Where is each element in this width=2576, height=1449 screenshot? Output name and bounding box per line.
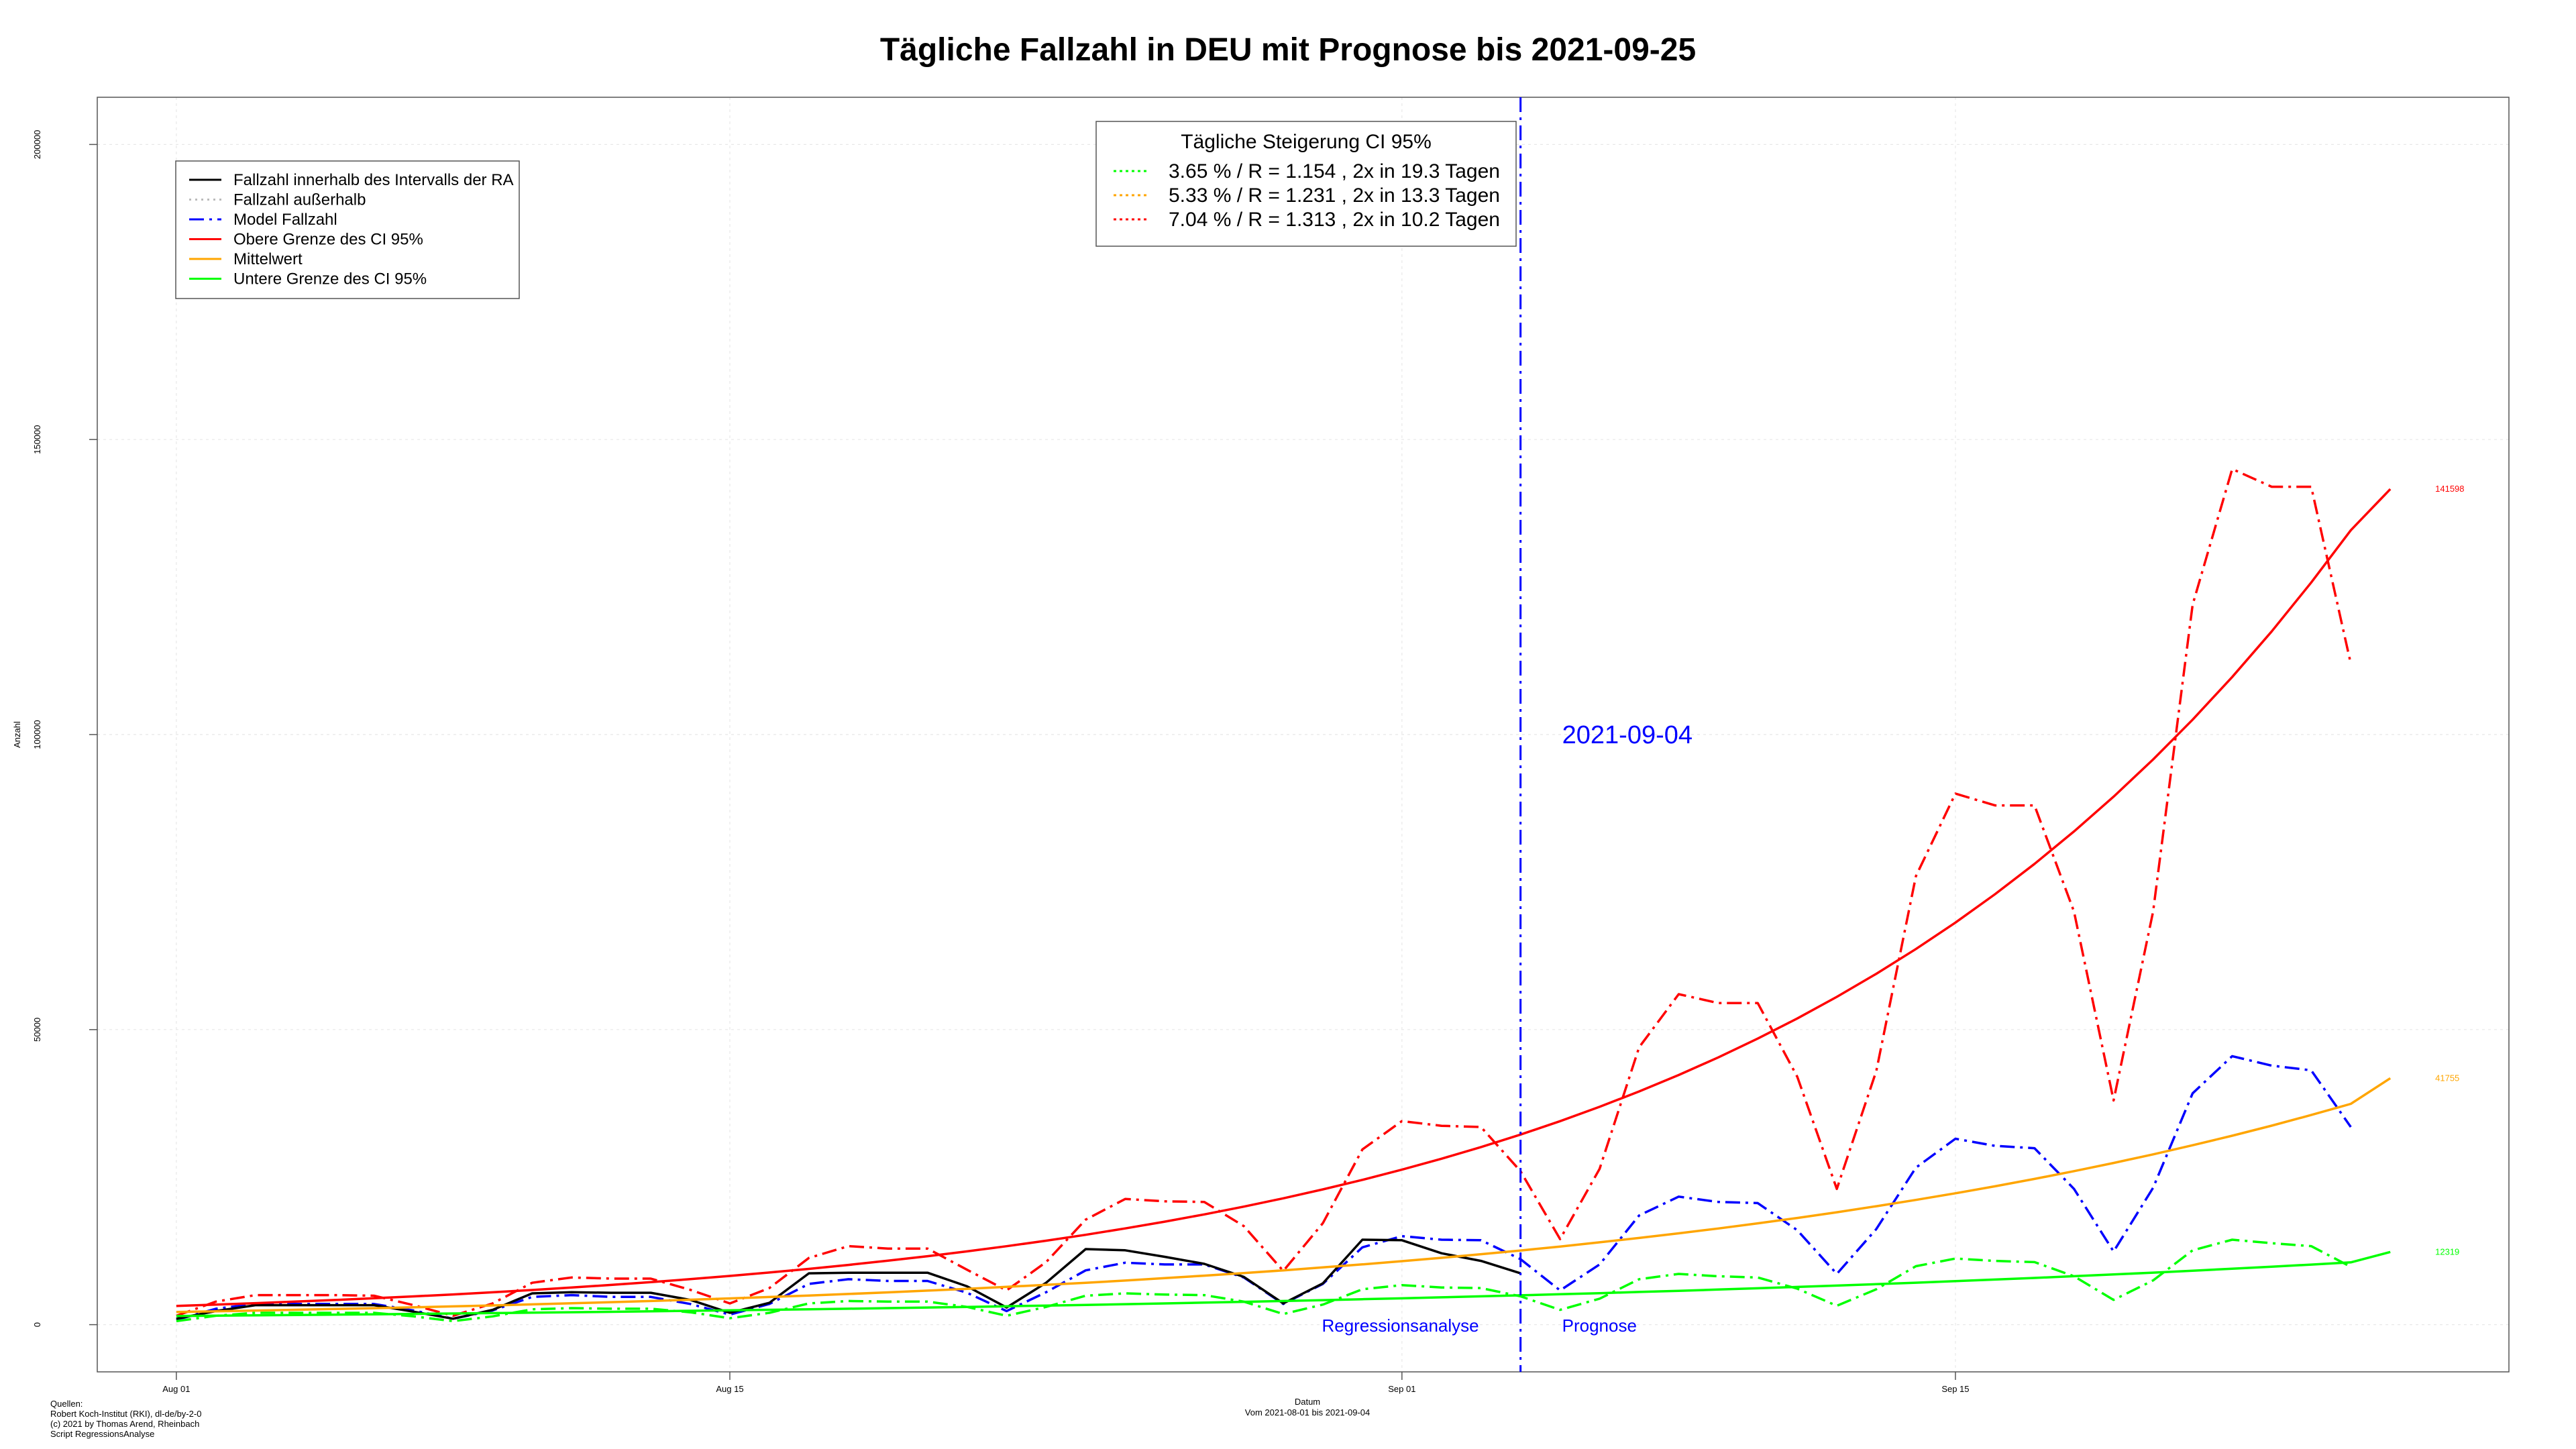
footer-line-1: Quellen: <box>50 1399 83 1409</box>
y-axis: 0 50000 100000 150000 200000 <box>32 130 97 1327</box>
regression-section-label: Regressionsanalyse <box>1322 1316 1479 1336</box>
y-tick-label: 100000 <box>32 720 42 749</box>
chart-title: Tägliche Fallzahl in DEU mit Prognose bi… <box>880 32 1696 68</box>
y-tick-label: 200000 <box>32 130 42 159</box>
end-labels: 141598 41755 12319 <box>2435 484 2464 1256</box>
ci-box: Tägliche Steigerung CI 95% 3.65 % / R = … <box>1095 121 1517 247</box>
series-line <box>176 488 2392 1307</box>
ci-box-title: Tägliche Steigerung CI 95% <box>1181 131 1432 153</box>
series-line <box>176 1250 2391 1318</box>
legend: Fallzahl innerhalb des Intervalls der RA… <box>175 160 520 299</box>
x-tick-label: Aug 15 <box>716 1384 743 1394</box>
y-tick-label: 0 <box>32 1322 42 1327</box>
x-axis: Aug 01 Aug 15 Sep 01 Sep 15 <box>162 1372 1970 1394</box>
grid <box>97 97 2509 1372</box>
series-layer <box>176 468 2392 1323</box>
legend-entry-label: Obere Grenze des CI 95% <box>233 231 423 249</box>
x-tick-label: Aug 01 <box>162 1384 190 1394</box>
series-end-label: 141598 <box>2435 484 2464 494</box>
marker-date-label: 2021-09-04 <box>1562 721 1693 749</box>
footer: Quellen: Robert Koch-Institut (RKI), dl-… <box>50 1399 201 1439</box>
ci-row-text: 7.04 % / R = 1.313 , 2x in 10.2 Tagen <box>1169 209 1500 231</box>
legend-entry-label: Mittelwert <box>233 250 303 268</box>
ci-rows: 3.65 % / R = 1.154 , 2x in 19.3 Tagen5.3… <box>1114 160 1500 231</box>
footer-line-2: Robert Koch-Institut (RKI), dl-de/by-2-0 <box>50 1409 201 1419</box>
legend-entry-label: Fallzahl innerhalb des Intervalls der RA <box>233 171 514 189</box>
y-axis-label: Anzahl <box>12 721 22 748</box>
legend-box <box>175 160 520 299</box>
x-axis-label: Datum <box>1295 1397 1320 1407</box>
legend-entries: Fallzahl innerhalb des Intervalls der RA… <box>189 171 514 288</box>
x-axis-sublabel: Vom 2021-08-01 bis 2021-09-04 <box>1245 1407 1370 1417</box>
ci-box-frame <box>1095 121 1517 247</box>
ci-row-text: 5.33 % / R = 1.231 , 2x in 13.3 Tagen <box>1169 184 1500 207</box>
series-end-label: 12319 <box>2435 1246 2459 1256</box>
x-tick-label: Sep 01 <box>1388 1384 1415 1394</box>
series-end-label: 41755 <box>2435 1073 2459 1083</box>
x-tick-label: Sep 15 <box>1941 1384 1969 1394</box>
legend-entry-label: Model Fallzahl <box>233 211 337 229</box>
series-line <box>176 1055 2352 1322</box>
series-line <box>176 1077 2392 1313</box>
legend-entry-label: Fallzahl außerhalb <box>233 191 366 209</box>
marker-layer: 2021-09-04 Regressionsanalyse Prognose <box>1322 97 1693 1372</box>
ci-row-text: 3.65 % / R = 1.154 , 2x in 19.3 Tagen <box>1169 160 1500 182</box>
legend-entry-label: Untere Grenze des CI 95% <box>233 270 427 288</box>
y-tick-label: 150000 <box>32 425 42 453</box>
series-line <box>176 1238 1521 1320</box>
footer-line-3: (c) 2021 by Thomas Arend, Rheinbach <box>50 1419 199 1429</box>
series-line <box>176 468 2353 1318</box>
series-line <box>176 1238 2352 1323</box>
y-tick-label: 50000 <box>32 1018 42 1042</box>
footer-line-4: Script RegressionsAnalyse <box>50 1429 154 1439</box>
forecast-section-label: Prognose <box>1562 1316 1637 1336</box>
